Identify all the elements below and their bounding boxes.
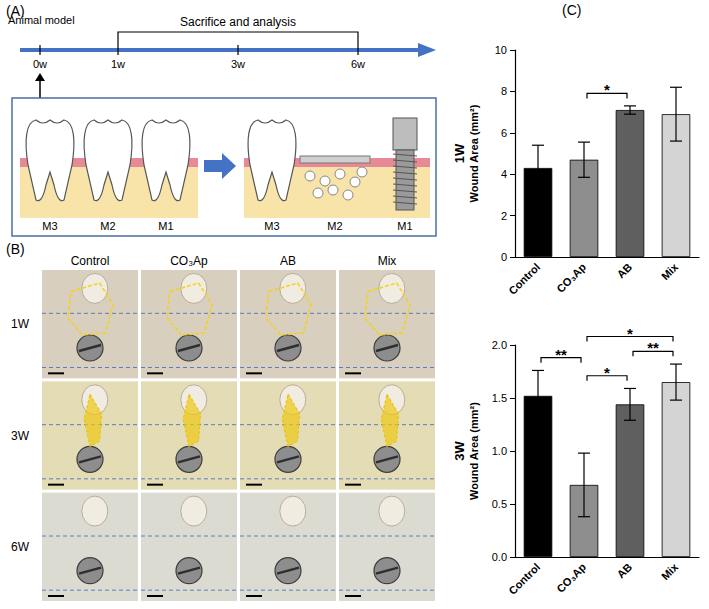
svg-text:*: * [627, 325, 633, 342]
svg-text:3w: 3w [231, 58, 245, 70]
svg-text:**: ** [647, 339, 659, 356]
svg-text:M3: M3 [42, 220, 57, 232]
svg-text:1.5: 1.5 [492, 392, 507, 404]
svg-text:**: ** [555, 346, 567, 363]
svg-text:3W: 3W [452, 441, 467, 461]
svg-text:Control: Control [506, 261, 542, 297]
svg-text:(A): (A) [6, 3, 25, 19]
svg-text:CO₃Ap: CO₃Ap [170, 254, 208, 268]
svg-text:M2: M2 [327, 220, 342, 232]
svg-text:10: 10 [495, 44, 507, 56]
svg-text:1.0: 1.0 [492, 445, 507, 457]
svg-text:AB: AB [615, 561, 635, 581]
svg-text:Mix: Mix [378, 254, 397, 268]
svg-text:6W: 6W [11, 540, 30, 554]
svg-text:2.0: 2.0 [492, 339, 507, 351]
svg-text:Wound Area (mm²): Wound Area (mm²) [468, 104, 480, 202]
svg-text:Sacrifice and analysis: Sacrifice and analysis [180, 15, 296, 29]
svg-text:Control: Control [71, 254, 110, 268]
svg-text:1W: 1W [452, 143, 467, 163]
svg-text:0w: 0w [33, 58, 47, 70]
svg-text:3W: 3W [11, 429, 30, 443]
svg-text:M1: M1 [158, 220, 173, 232]
svg-text:(B): (B) [6, 241, 25, 257]
svg-text:6: 6 [501, 127, 507, 139]
svg-text:Wound Area (mm²): Wound Area (mm²) [468, 402, 480, 500]
svg-text:6w: 6w [351, 58, 365, 70]
svg-text:AB: AB [615, 261, 635, 281]
svg-text:Control: Control [506, 561, 542, 597]
svg-text:Mix: Mix [659, 260, 681, 282]
svg-text:CO₃Ap: CO₃Ap [554, 261, 588, 295]
svg-text:M3: M3 [264, 220, 279, 232]
svg-text:8: 8 [501, 85, 507, 97]
svg-text:*: * [604, 81, 610, 98]
svg-text:M2: M2 [100, 220, 115, 232]
svg-text:2: 2 [501, 210, 507, 222]
svg-text:4: 4 [501, 168, 507, 180]
svg-text:1w: 1w [111, 58, 125, 70]
svg-text:Mix: Mix [659, 560, 681, 582]
svg-text:0.5: 0.5 [492, 498, 507, 510]
svg-text:1W: 1W [11, 317, 30, 331]
svg-text:Animal model: Animal model [8, 14, 75, 26]
html-text:(C): (C) [562, 2, 582, 18]
svg-text:CO₃Ap: CO₃Ap [554, 561, 588, 595]
svg-text:*: * [604, 364, 610, 381]
svg-text:M1: M1 [397, 220, 412, 232]
svg-text:0: 0 [501, 251, 507, 263]
svg-text:0.0: 0.0 [492, 551, 507, 563]
svg-text:AB: AB [280, 254, 296, 268]
